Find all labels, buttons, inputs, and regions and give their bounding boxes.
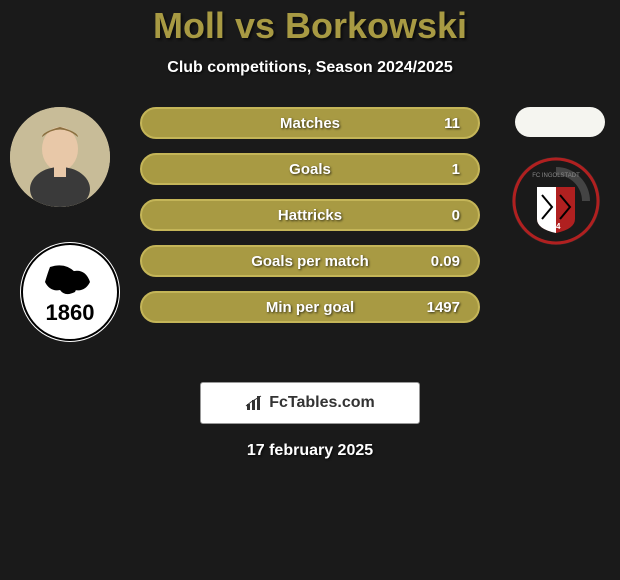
stats-area: 1860 FC INGOLSTADT 04 Matches 11 Goals xyxy=(0,107,620,367)
club-year: 1860 xyxy=(46,300,95,325)
date-text: 17 february 2025 xyxy=(0,442,620,460)
svg-text:04: 04 xyxy=(552,222,561,231)
page-title: Moll vs Borkowski xyxy=(0,5,620,47)
stat-value: 1 xyxy=(452,161,460,178)
club-badge-right: FC INGOLSTADT 04 xyxy=(512,157,600,245)
club-badge-left: 1860 xyxy=(20,242,120,342)
stat-label: Min per goal xyxy=(266,299,354,316)
stat-bar-goals-per-match: Goals per match 0.09 xyxy=(140,245,480,277)
stat-bar-goals: Goals 1 xyxy=(140,153,480,185)
attribution-text: FcTables.com xyxy=(269,394,375,412)
page-subtitle: Club competitions, Season 2024/2025 xyxy=(0,59,620,77)
stat-bar-hattricks: Hattricks 0 xyxy=(140,199,480,231)
attribution-badge[interactable]: FcTables.com xyxy=(200,382,420,424)
stat-label: Hattricks xyxy=(278,207,342,224)
main-container: Moll vs Borkowski Club competitions, Sea… xyxy=(0,0,620,580)
right-badge-placeholder xyxy=(515,107,605,137)
stat-bar-min-per-goal: Min per goal 1497 xyxy=(140,291,480,323)
stat-value: 11 xyxy=(444,115,460,132)
stat-bar-matches: Matches 11 xyxy=(140,107,480,139)
svg-text:FC INGOLSTADT: FC INGOLSTADT xyxy=(532,173,580,179)
stat-value: 0 xyxy=(452,207,460,224)
stat-value: 0.09 xyxy=(431,253,460,270)
stat-label: Goals per match xyxy=(251,253,369,270)
stat-bars-container: Matches 11 Goals 1 Hattricks 0 Goals per… xyxy=(140,107,480,323)
player-photo-left xyxy=(10,107,110,207)
stat-value: 1497 xyxy=(427,299,460,316)
stat-label: Goals xyxy=(289,161,331,178)
chart-icon xyxy=(245,394,263,412)
stat-label: Matches xyxy=(280,115,340,132)
